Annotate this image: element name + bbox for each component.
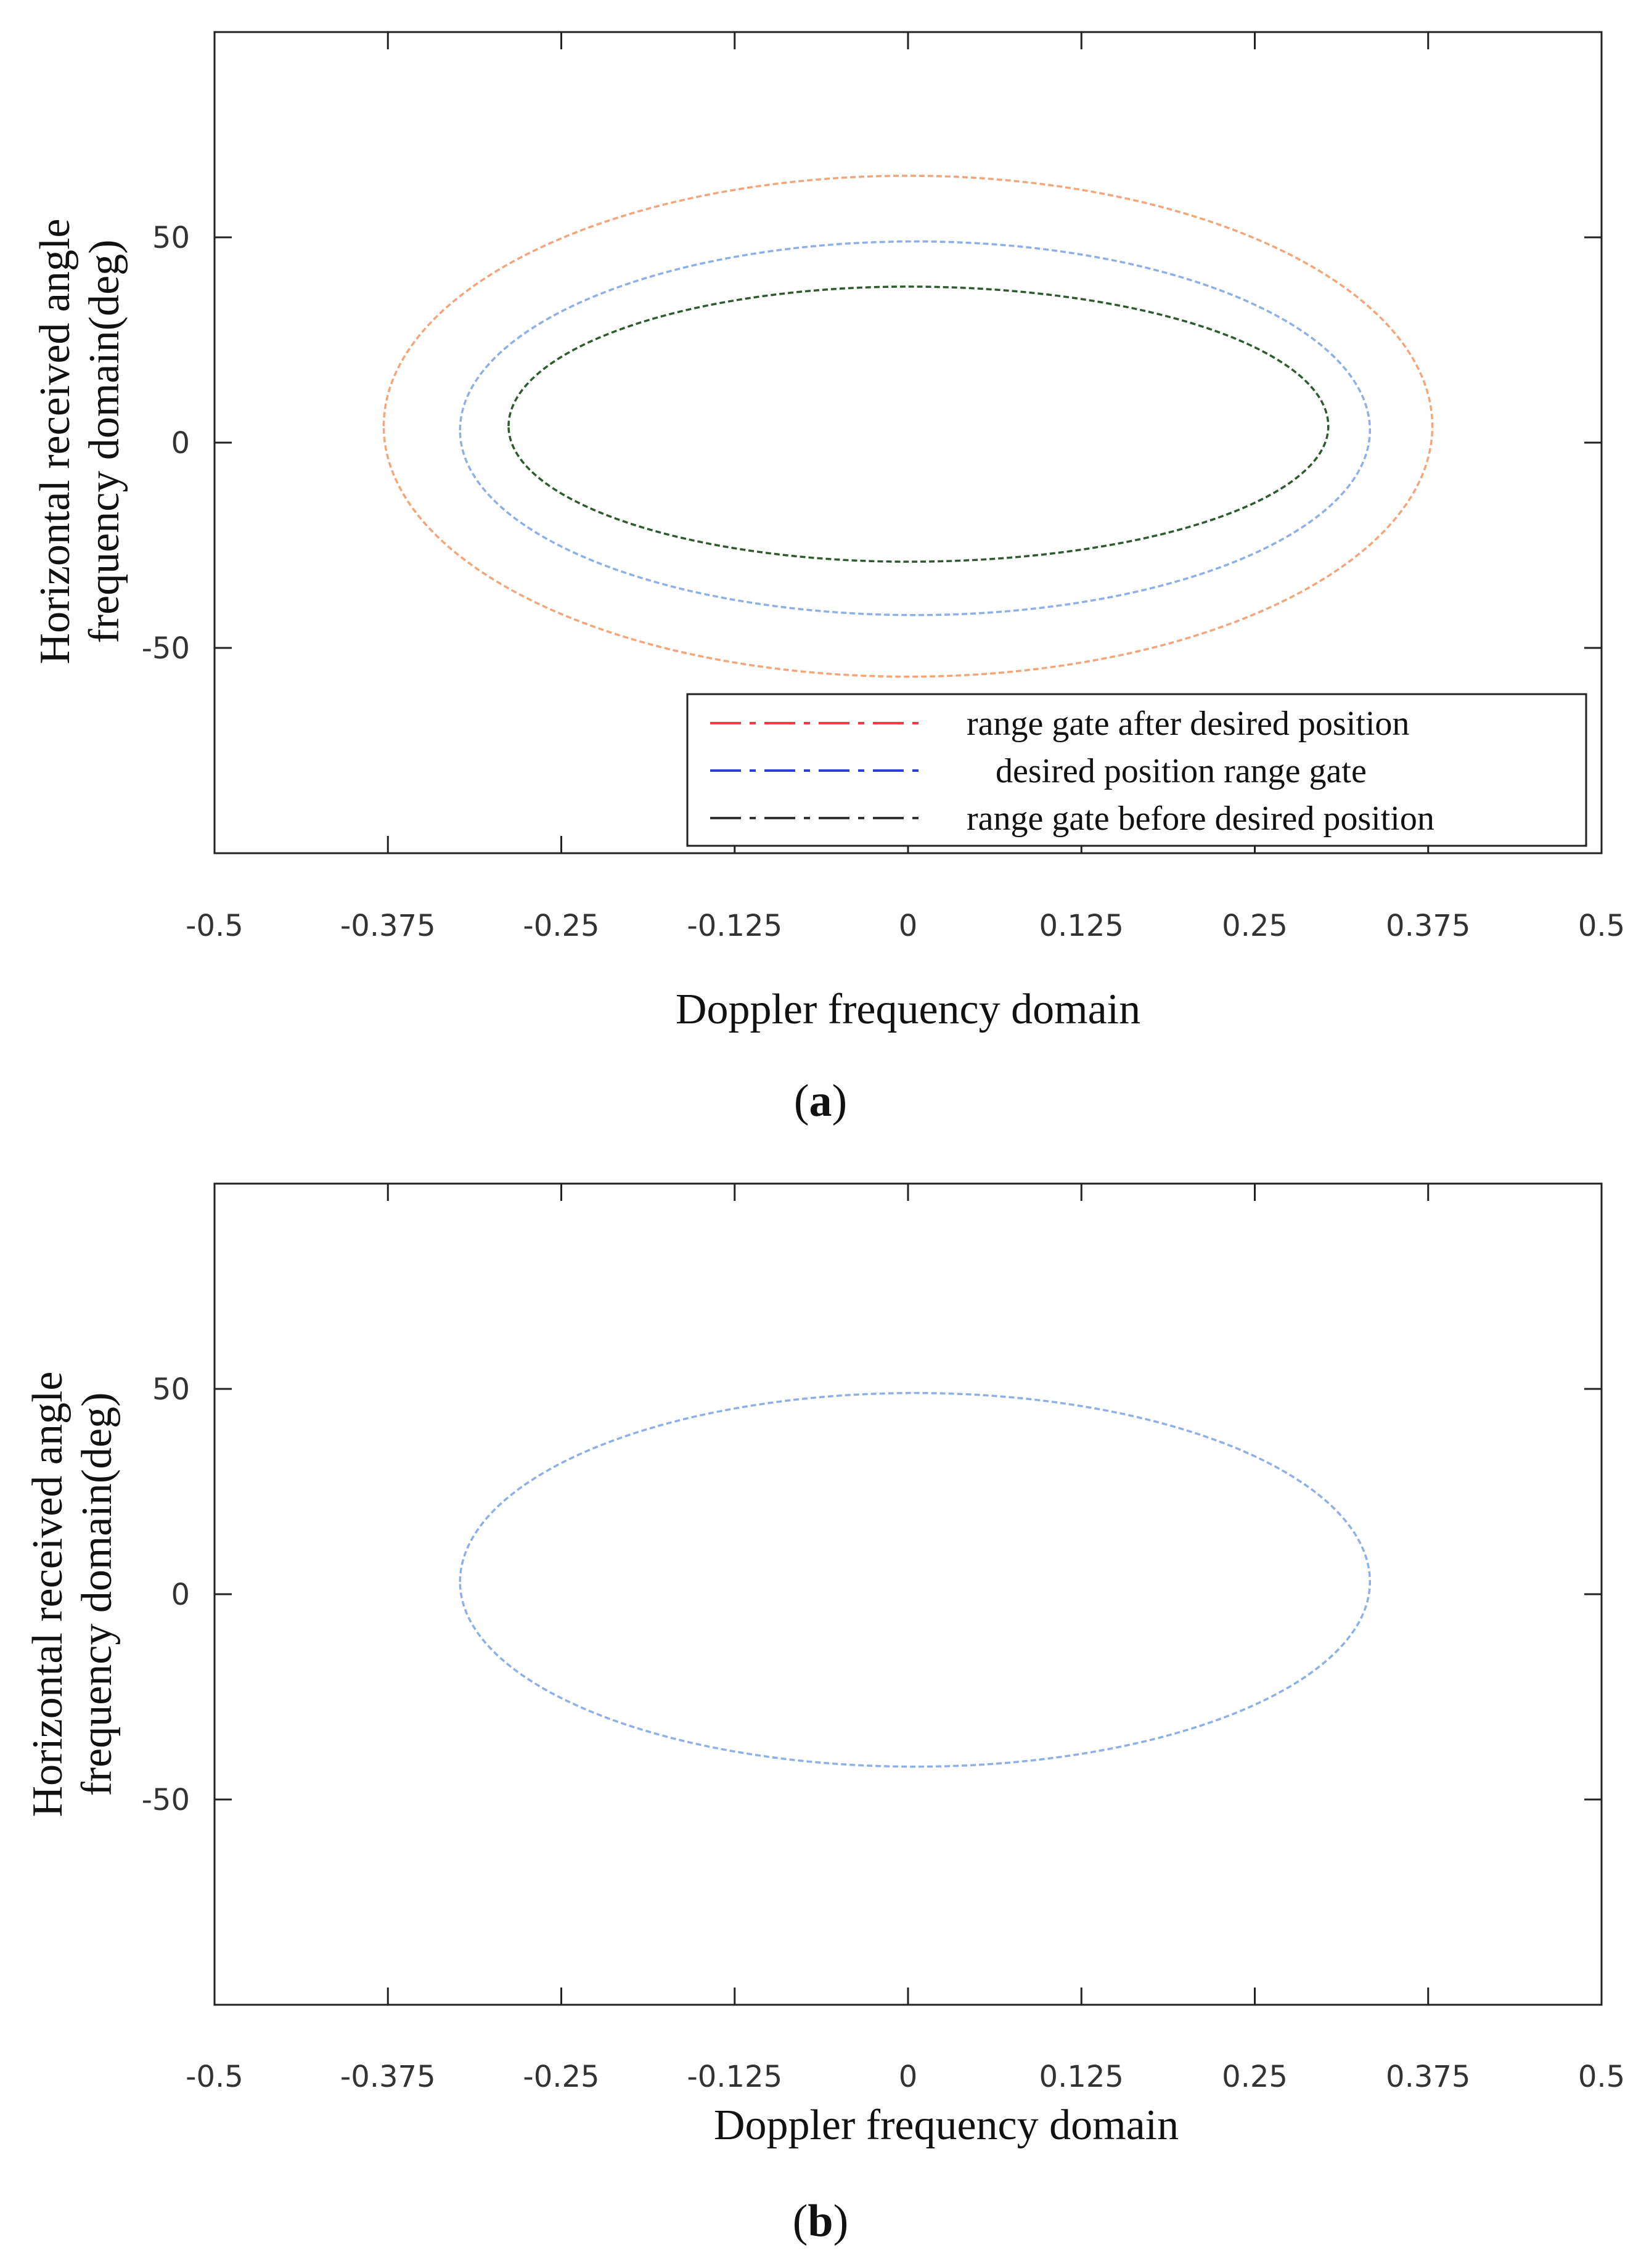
- plot-frame-b: [213, 1182, 1603, 2006]
- y-tick-label: 50: [152, 1372, 190, 1407]
- x-tick-label: 0: [899, 909, 918, 943]
- x-tick-label: 0.375: [1386, 909, 1470, 943]
- series-curve-range-gate-before-desired-position: [507, 285, 1330, 563]
- x-tick-label: 0.375: [1386, 2060, 1470, 2094]
- x-tick-label: -0.375: [340, 2060, 436, 2094]
- y-axis-label-b-line2: frequency domain(deg): [73, 1393, 121, 1796]
- series-curve-range-gate-after-desired-position: [382, 174, 1434, 678]
- x-axis-label-b: Doppler frequency domain: [714, 2102, 1179, 2149]
- y-axis-label-a-line1: Horizontal received angle: [31, 219, 79, 665]
- ticks-b: [215, 1184, 1602, 2005]
- x-tick-label: 0.25: [1222, 2060, 1288, 2094]
- x-tick-label: -0.5: [186, 909, 243, 943]
- x-tick-label: 0.125: [1039, 909, 1124, 943]
- series-curve-desired-position-range-gate: [459, 240, 1372, 616]
- y-tick-labels-a: 50 0 -50: [142, 221, 190, 666]
- curves-b: [459, 1391, 1372, 1768]
- legend-label-after: range gate after desired position: [967, 705, 1409, 743]
- legend-a: range gate after desired position desire…: [686, 693, 1587, 847]
- legend-label-desired: desired position range gate: [996, 752, 1367, 790]
- y-tick-label: -50: [142, 1783, 190, 1817]
- panel-a: -0.5 -0.375 -0.25 -0.125 0 0.125 0.25 0.375 0.5 …: [31, 31, 1625, 1126]
- x-tick-label: -0.25: [523, 909, 599, 943]
- x-axis-label-a: Doppler frequency domain: [676, 986, 1140, 1033]
- x-tick-label: -0.375: [340, 909, 436, 943]
- x-tick-label: 0.125: [1039, 2060, 1124, 2094]
- x-tick-label: 0.25: [1222, 909, 1288, 943]
- x-tick-labels-b: -0.5 -0.375 -0.25 -0.125 0 0.125 0.25 0.375 0.5: [186, 2060, 1625, 2094]
- y-axis-label-a-line2: frequency domain(deg): [81, 240, 128, 644]
- panel-b: -0.5 -0.375 -0.25 -0.125 0 0.125 0.25 0.375 0.5 …: [24, 1182, 1625, 2246]
- x-tick-label: 0: [899, 2060, 918, 2094]
- x-tick-label: 0.5: [1578, 2060, 1625, 2094]
- legend-label-before: range gate before desired position: [967, 800, 1434, 838]
- x-tick-label: -0.25: [523, 2060, 599, 2094]
- y-tick-labels-b: 50 0 -50: [142, 1372, 190, 1817]
- panel-label-a: (a): [794, 1076, 847, 1126]
- y-tick-label: 50: [152, 221, 190, 255]
- x-tick-label: -0.125: [687, 2060, 782, 2094]
- x-tick-label: 0.5: [1578, 909, 1625, 943]
- series-curve-desired-position-range-gate: [459, 1391, 1372, 1768]
- y-tick-label: 0: [171, 426, 190, 461]
- x-tick-labels-a: -0.5 -0.375 -0.25 -0.125 0 0.125 0.25 0.375 0.5: [186, 909, 1625, 943]
- x-tick-label: -0.5: [186, 2060, 243, 2094]
- x-tick-label: -0.125: [687, 909, 782, 943]
- curves-a: [382, 174, 1434, 678]
- panel-label-b: (b): [793, 2196, 848, 2246]
- y-axis-label-b-line1: Horizontal received angle: [24, 1372, 72, 1817]
- y-tick-label: -50: [142, 631, 190, 666]
- y-tick-label: 0: [171, 1578, 190, 1612]
